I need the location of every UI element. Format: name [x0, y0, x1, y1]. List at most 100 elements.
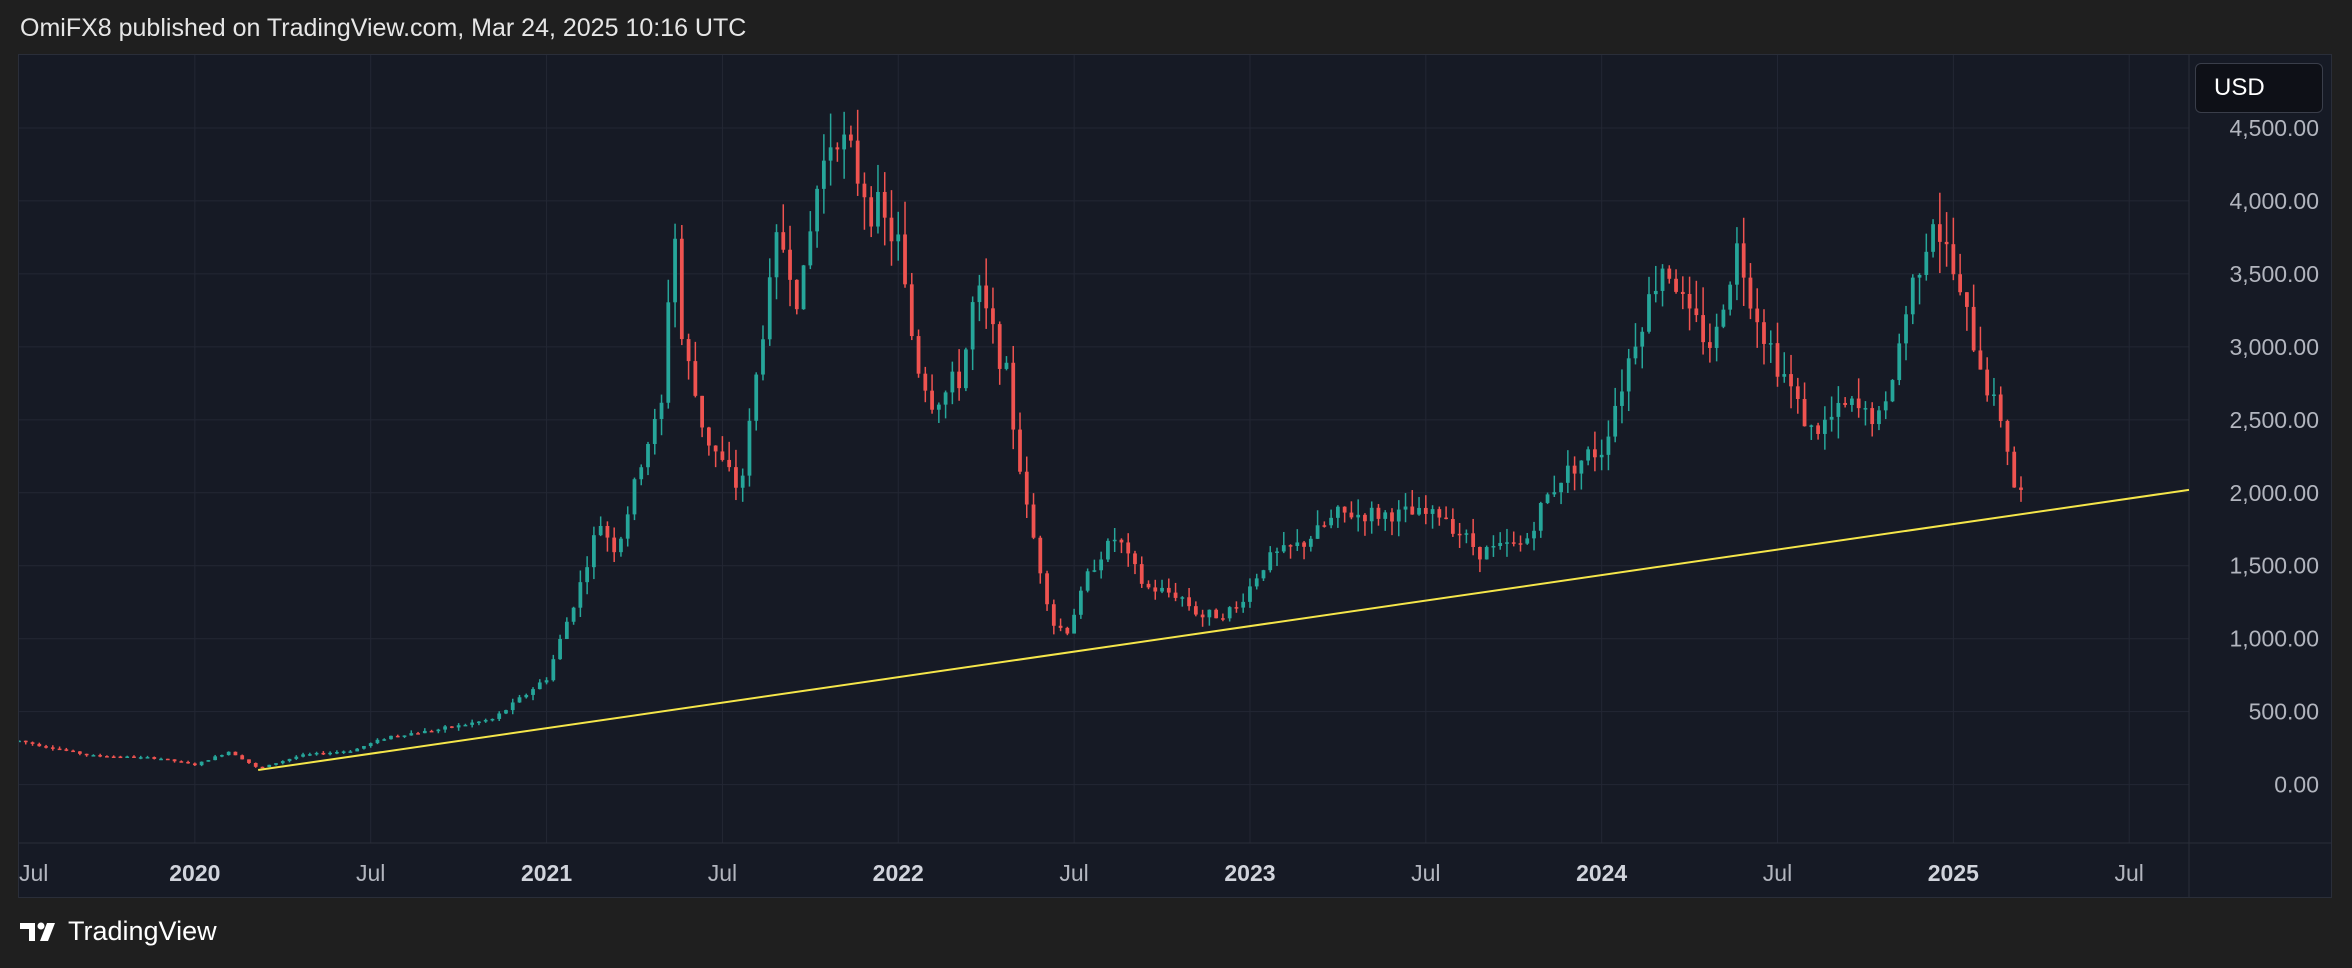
candle-body — [801, 265, 806, 310]
candle-body — [1146, 583, 1151, 588]
candle-body — [673, 238, 677, 303]
candle-body — [1410, 506, 1415, 515]
candle-body — [1281, 545, 1286, 552]
candle-body — [1329, 517, 1333, 526]
candle-body — [375, 739, 380, 744]
candle-body — [1268, 552, 1273, 571]
candle-body — [328, 752, 333, 755]
candle-body — [233, 751, 238, 756]
candle-body — [1951, 244, 1956, 275]
candle-body — [1890, 380, 1895, 402]
candle-body — [1653, 290, 1658, 295]
candle-body — [1065, 627, 1070, 634]
candle-body — [1870, 408, 1875, 425]
candle-body — [1985, 369, 1990, 396]
candle-body — [1295, 542, 1300, 547]
candle-body — [1735, 243, 1739, 285]
time-tick-label: 2020 — [169, 860, 220, 886]
candle-body — [395, 735, 400, 738]
candle-body — [903, 234, 907, 285]
publish-header: OmiFX8 published on TradingView.com, Mar… — [20, 14, 747, 42]
currency-selector[interactable]: USD — [2195, 63, 2323, 113]
candle-body — [1106, 540, 1110, 560]
candle-body — [612, 537, 617, 553]
candle-body — [1829, 416, 1834, 420]
candle-body — [977, 285, 982, 303]
candle-body — [1674, 278, 1678, 292]
candle-body — [1011, 362, 1016, 430]
candle-body — [71, 750, 75, 753]
candle-body — [1883, 401, 1888, 411]
candle-body — [199, 761, 204, 766]
candlestick-chart[interactable]: 0.00 500.00 1,000.00 1,500.00 2,000.00 2,500.… — [19, 55, 2331, 897]
time-tick-label: Jul — [2115, 860, 2144, 886]
candle-body — [1092, 570, 1097, 572]
candle-body — [876, 191, 880, 227]
candle-body — [335, 752, 339, 754]
candle-body — [240, 755, 245, 760]
price-tick-label: 500.00 — [2249, 699, 2319, 725]
candle-body — [1667, 268, 1672, 279]
candle-body — [997, 324, 1002, 369]
candle-body — [1335, 506, 1340, 518]
tradingview-brand-text: TradingView — [68, 916, 217, 946]
candle-body — [192, 763, 197, 766]
candle-body — [821, 160, 826, 189]
candle-body — [1241, 601, 1246, 608]
candle-body — [950, 371, 955, 393]
candle-body — [504, 710, 508, 714]
candle-body — [1450, 518, 1455, 534]
time-tick-label: Jul — [1059, 860, 1088, 886]
tradingview-logo-icon — [20, 922, 55, 941]
chart-area[interactable]: 0.00 500.00 1,000.00 1,500.00 2,000.00 2,500.… — [18, 54, 2332, 898]
candle-body — [463, 724, 468, 727]
candle-body — [740, 475, 745, 488]
candle-body — [1775, 343, 1780, 377]
candle-body — [213, 756, 218, 761]
candle-body — [1579, 460, 1584, 474]
candle-body — [909, 284, 914, 337]
candle-body — [943, 392, 948, 405]
candle-body — [1633, 346, 1638, 359]
candle-body — [301, 754, 305, 757]
candle-body — [510, 702, 515, 711]
candle-body — [794, 279, 799, 310]
price-tick-label: 3,500.00 — [2229, 261, 2319, 287]
candle-body — [517, 697, 522, 703]
candle-body — [44, 746, 48, 748]
candle-body — [1707, 342, 1712, 348]
candle-body — [1701, 315, 1705, 343]
candle-body — [1444, 517, 1448, 520]
price-tick-label: 4,500.00 — [2229, 115, 2319, 141]
candle-body — [1532, 530, 1536, 539]
candle-body — [470, 722, 475, 725]
candle-body — [767, 277, 772, 340]
candle-body — [862, 183, 867, 198]
candle-body — [321, 752, 326, 755]
candle-body — [416, 733, 420, 735]
candle-body — [1112, 539, 1117, 542]
candle-body — [1626, 358, 1631, 392]
candle-body — [531, 689, 535, 695]
candle-body — [734, 467, 738, 488]
candle-body — [1051, 604, 1056, 626]
candle-body — [497, 713, 502, 719]
candle-body — [1200, 614, 1205, 618]
tradingview-logo[interactable]: TradingView — [20, 916, 217, 947]
time-axis[interactable]: Jul 2020 Jul 2021 Jul 2022 Jul 2023 Jul 2024 Jul 20… — [19, 860, 2144, 886]
candle-body — [991, 308, 995, 325]
candle-body — [1714, 326, 1719, 348]
candle-body — [1850, 398, 1854, 405]
candles — [19, 109, 2023, 769]
candle-body — [1647, 294, 1651, 332]
candle-body — [984, 285, 989, 309]
price-axis[interactable]: 0.00 500.00 1,000.00 1,500.00 2,000.00 2,500.… — [2229, 115, 2319, 798]
candle-body — [57, 748, 62, 751]
candle-body — [578, 582, 583, 608]
candle-body — [1782, 374, 1787, 377]
candle-body — [1018, 429, 1022, 472]
candle-body — [1119, 539, 1124, 543]
candle-body — [815, 188, 819, 232]
candle-body — [389, 735, 393, 740]
candle-body — [1944, 241, 1949, 245]
